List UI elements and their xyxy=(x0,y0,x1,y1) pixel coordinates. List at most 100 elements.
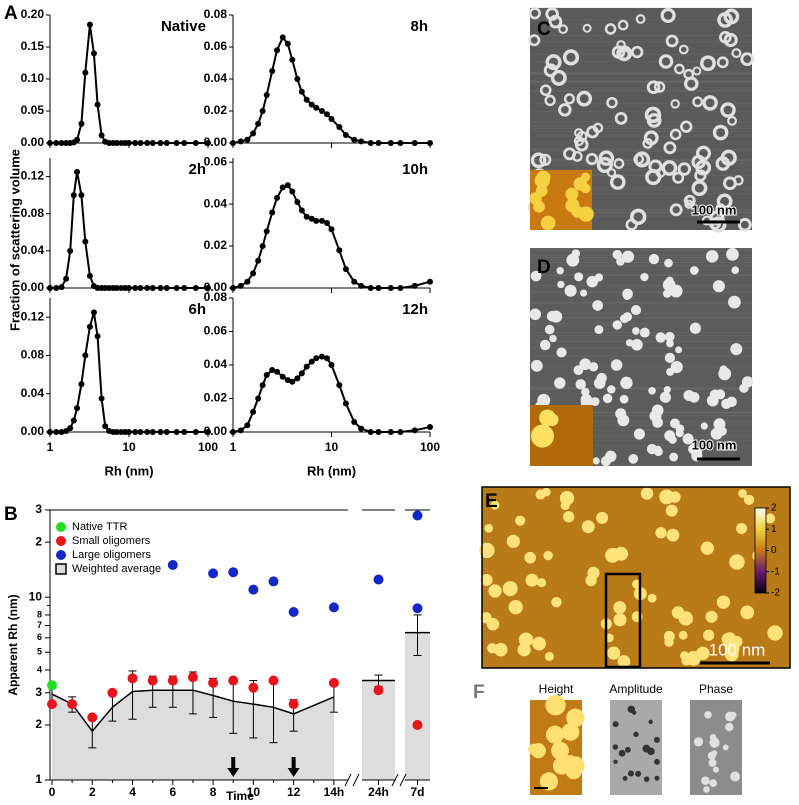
particle xyxy=(596,156,614,174)
error-bar xyxy=(413,614,422,656)
point xyxy=(132,140,139,146)
point xyxy=(411,427,418,434)
particle xyxy=(648,159,663,174)
particle xyxy=(680,120,693,133)
y-tick-label: 7 xyxy=(37,620,42,630)
particle xyxy=(525,573,539,587)
y-tick-label: 10 xyxy=(29,589,43,603)
point xyxy=(303,363,310,370)
point xyxy=(288,607,299,618)
point xyxy=(255,120,262,127)
point xyxy=(250,270,257,277)
particle xyxy=(479,542,495,559)
bar xyxy=(362,680,395,780)
point xyxy=(47,140,53,146)
point xyxy=(397,140,404,146)
particle xyxy=(545,694,566,716)
point xyxy=(328,226,335,233)
colorbar-tick-label: 0 xyxy=(771,545,777,556)
particle xyxy=(712,280,725,293)
particle xyxy=(683,389,695,402)
point xyxy=(58,284,65,291)
particle xyxy=(536,170,551,185)
chart-title: 10h xyxy=(402,161,428,178)
point xyxy=(87,712,98,723)
particle xyxy=(556,267,564,275)
particle xyxy=(581,520,595,534)
particle xyxy=(566,708,585,727)
point xyxy=(298,88,305,95)
particle xyxy=(704,711,712,719)
particle xyxy=(674,63,685,75)
particle xyxy=(544,651,554,662)
particle xyxy=(680,651,689,660)
particle xyxy=(518,632,534,647)
particle xyxy=(703,629,715,641)
particle xyxy=(562,49,580,66)
particle xyxy=(689,322,701,334)
particle xyxy=(576,90,593,107)
legend-swatch xyxy=(56,550,66,560)
arrow xyxy=(227,757,240,777)
particle xyxy=(655,527,667,539)
point xyxy=(137,285,144,291)
axis-break xyxy=(399,773,407,787)
point xyxy=(244,422,251,429)
particle xyxy=(715,156,731,171)
point xyxy=(328,116,335,122)
point xyxy=(167,675,178,686)
particle xyxy=(633,428,645,440)
particle xyxy=(740,52,755,66)
particle xyxy=(659,391,671,403)
particle xyxy=(630,208,647,226)
point xyxy=(375,285,382,291)
point xyxy=(149,140,156,146)
particle xyxy=(670,99,680,109)
particle xyxy=(710,216,727,233)
particle xyxy=(614,111,628,125)
point xyxy=(53,429,60,435)
point xyxy=(255,257,262,264)
point xyxy=(237,427,244,434)
particle xyxy=(612,744,619,750)
point xyxy=(82,69,89,76)
particle xyxy=(530,270,542,282)
point xyxy=(294,76,301,82)
particle xyxy=(709,734,717,741)
average-line xyxy=(51,689,335,733)
chart-title: 8h xyxy=(410,18,428,35)
particle xyxy=(564,284,577,297)
particle xyxy=(530,424,555,448)
image-background xyxy=(610,700,662,795)
colorbar-tick-label: -1 xyxy=(771,566,780,577)
particle xyxy=(741,376,754,388)
particle xyxy=(508,600,523,615)
particle xyxy=(693,737,704,747)
y-tick-label: 0.06 xyxy=(204,39,228,53)
particle xyxy=(646,80,661,95)
panel-label: D xyxy=(537,257,551,278)
particle xyxy=(662,289,672,298)
point xyxy=(313,104,320,111)
particle xyxy=(670,360,683,374)
particle xyxy=(612,320,622,330)
point xyxy=(70,192,77,199)
point xyxy=(187,672,198,683)
point xyxy=(412,603,423,614)
particle xyxy=(594,325,604,335)
particle xyxy=(709,779,718,788)
point xyxy=(318,108,325,114)
particle xyxy=(669,203,683,217)
point xyxy=(237,138,244,145)
particle xyxy=(537,393,551,407)
point xyxy=(157,140,164,146)
point xyxy=(53,140,60,146)
point xyxy=(244,136,251,143)
particle xyxy=(663,386,671,394)
bar xyxy=(405,632,430,780)
y-tick-label: 0.12 xyxy=(21,169,45,183)
particle xyxy=(612,721,619,728)
point xyxy=(411,282,418,289)
particle xyxy=(612,249,622,260)
particle xyxy=(725,722,734,732)
